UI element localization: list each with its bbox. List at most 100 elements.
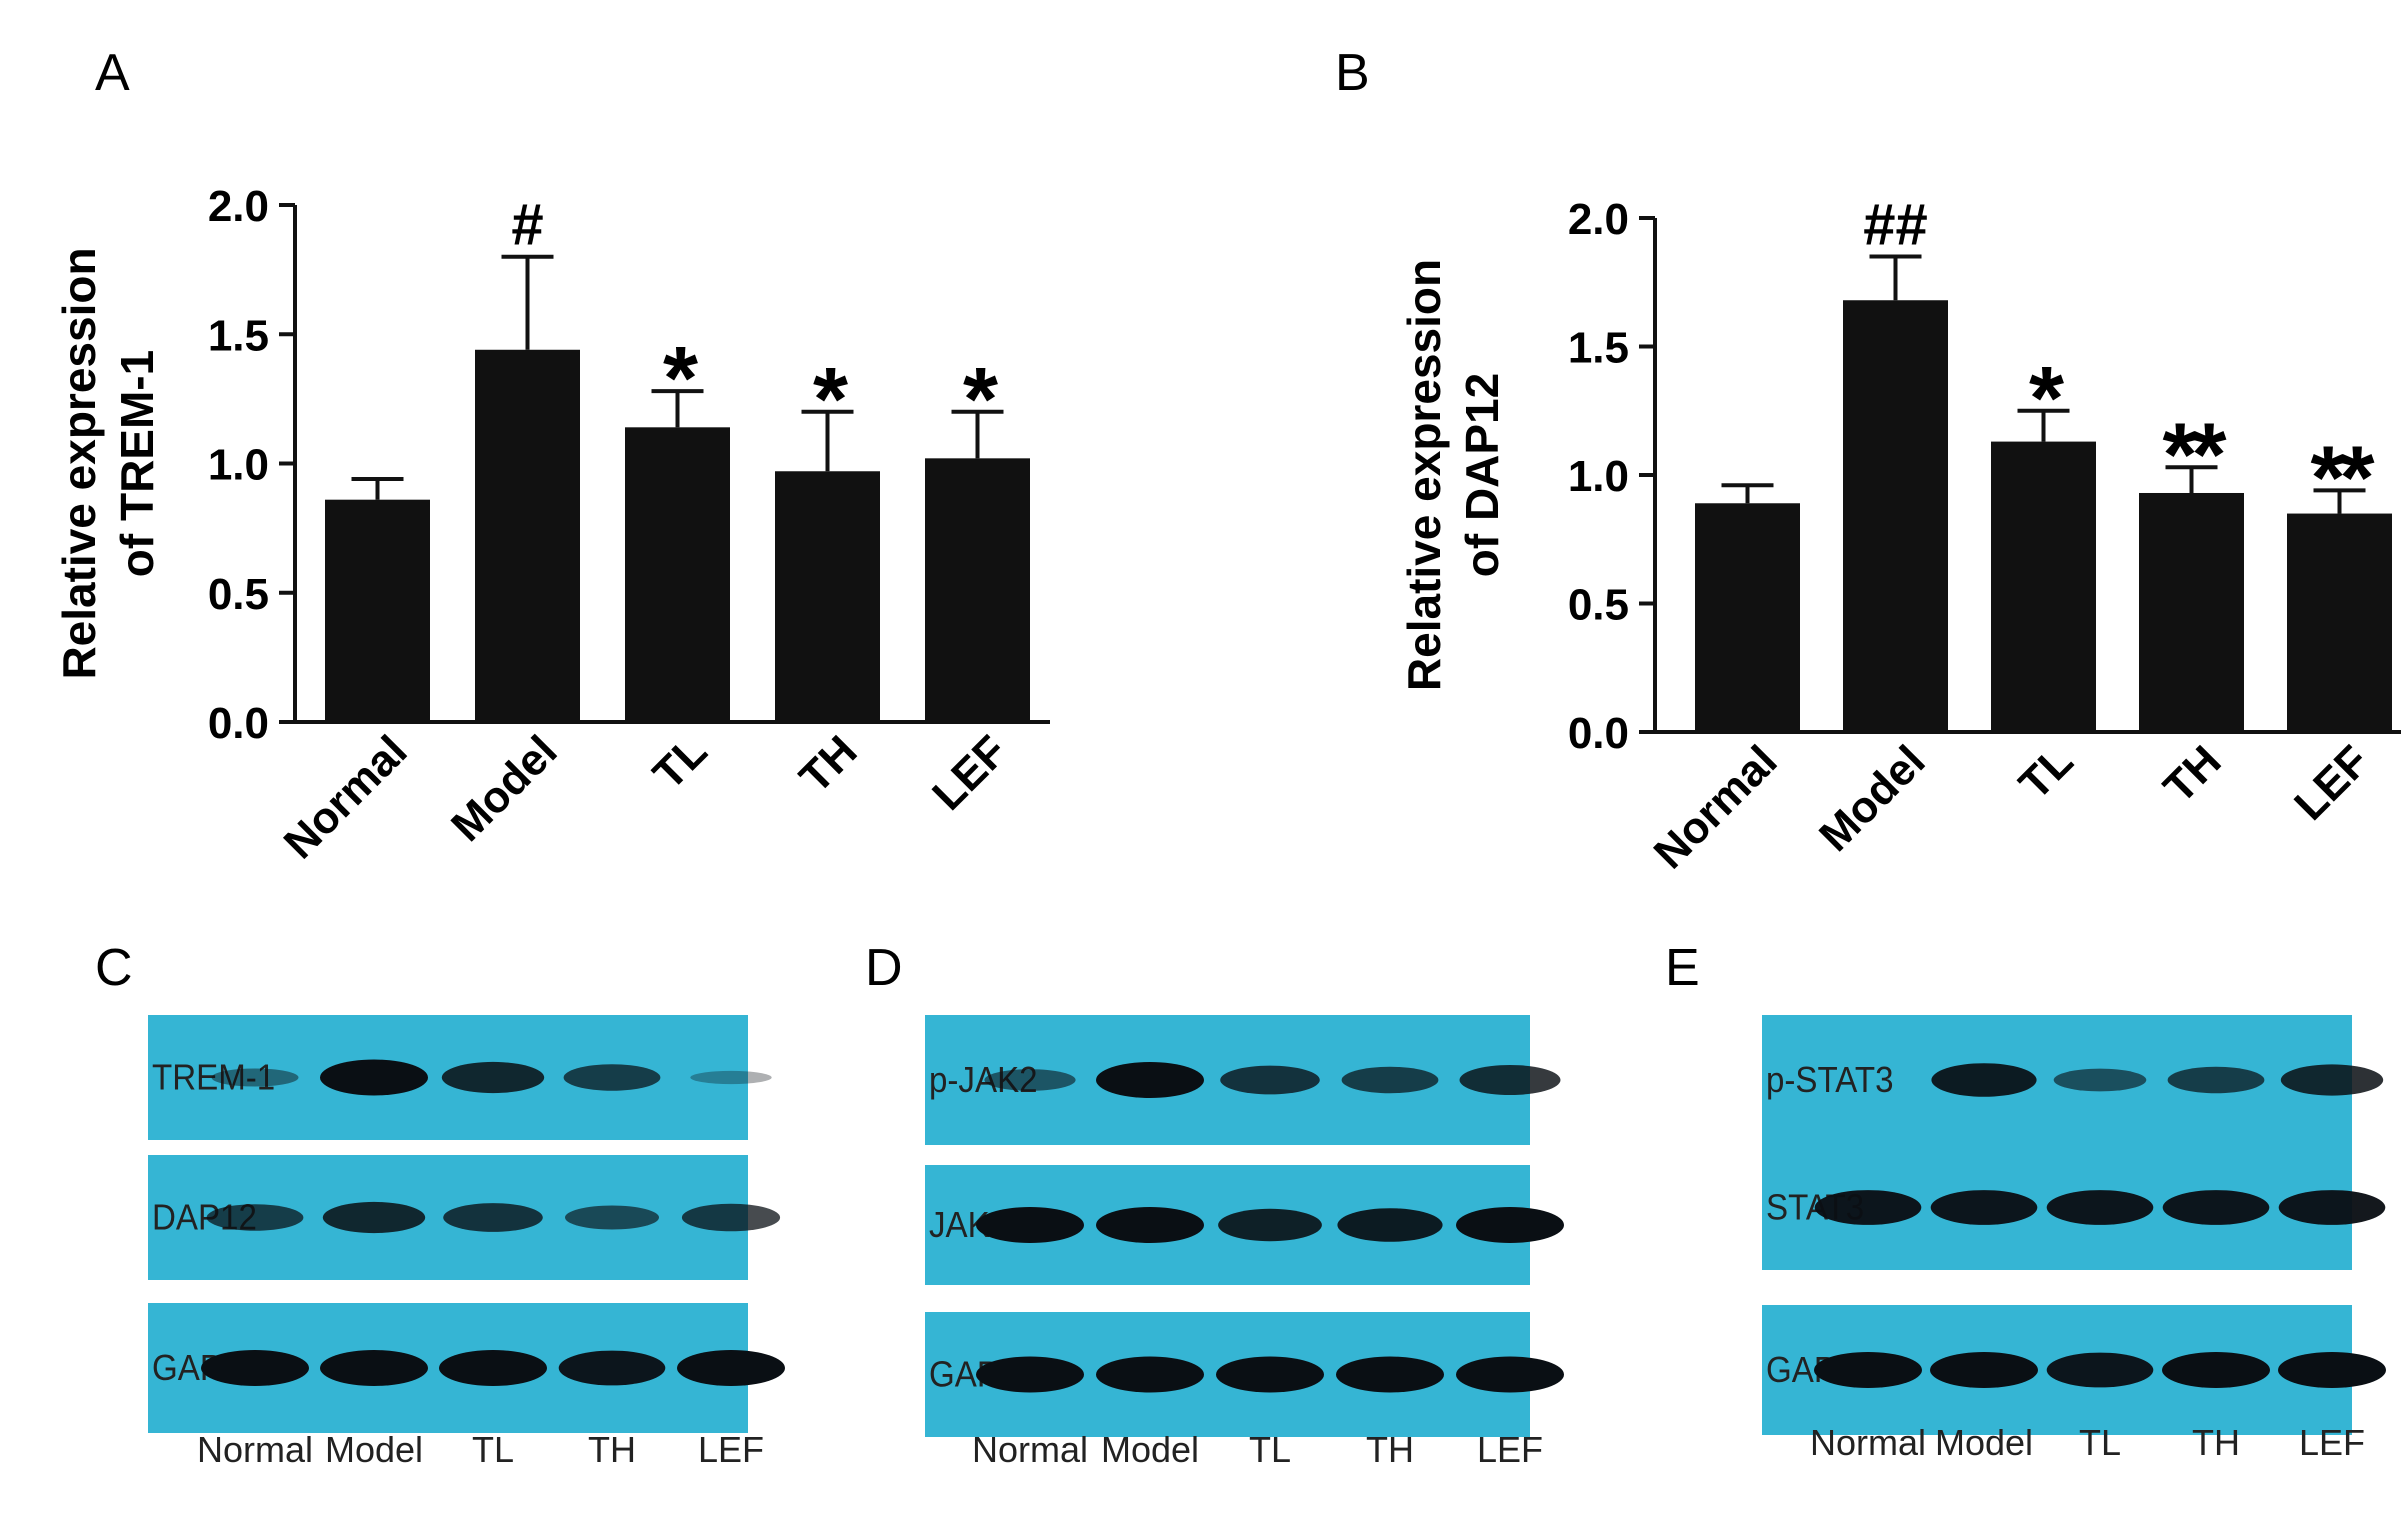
category-label: TH — [2154, 736, 2230, 812]
blot-band — [320, 1350, 428, 1386]
panel-label-b: B — [1335, 44, 1370, 102]
lane-label: Normal — [197, 1429, 313, 1470]
y-axis-label-line1: Relative expression — [1398, 259, 1450, 691]
y-tick-label: 1.5 — [208, 311, 269, 360]
y-axis-label-line1: Relative expression — [53, 247, 105, 679]
bar — [2287, 513, 2392, 732]
panel-label-d: D — [865, 939, 903, 997]
blot-row-label: p-STAT3 — [1766, 1061, 1894, 1101]
blot-band — [1341, 1066, 1439, 1094]
lane-label: TH — [1366, 1429, 1414, 1470]
category-label: TL — [644, 726, 717, 799]
blot-band — [206, 1204, 304, 1231]
blot-band — [2053, 1068, 2147, 1092]
blot-band — [1096, 1356, 1204, 1393]
significance-marker: # — [511, 193, 543, 258]
lane-label: TL — [472, 1429, 514, 1470]
lane-label: Model — [325, 1429, 423, 1470]
blot-band — [1096, 1062, 1204, 1098]
blot-band — [2280, 1064, 2384, 1096]
lane-label: Normal — [1810, 1422, 1926, 1463]
significance-marker: ** — [2310, 428, 2374, 528]
blot-band — [439, 1350, 547, 1386]
blot-band — [1930, 1352, 2038, 1388]
blot-band — [984, 1069, 1076, 1091]
lane-label: LEF — [2299, 1422, 2365, 1463]
blot-row-label: TREM-1 — [152, 1058, 275, 1098]
blot-band — [1456, 1356, 1564, 1393]
y-tick-label: 1.0 — [1568, 452, 1629, 501]
blot-band — [322, 1201, 426, 1234]
y-tick-label: 1.5 — [1568, 324, 1629, 373]
blot-band — [2162, 1190, 2270, 1225]
blot-band — [443, 1203, 543, 1232]
significance-marker: * — [2029, 349, 2064, 449]
bar — [325, 499, 430, 722]
y-tick-label: 0.0 — [1568, 709, 1629, 758]
y-tick-label: 0.5 — [1568, 581, 1629, 630]
blot-band — [1930, 1190, 2038, 1225]
lane-label: Normal — [972, 1429, 1088, 1470]
blot-band — [1096, 1207, 1204, 1243]
bar — [925, 458, 1030, 722]
bar — [1991, 441, 2096, 732]
lane-label: TH — [588, 1429, 636, 1470]
blot-band — [681, 1203, 781, 1232]
blot-band — [1337, 1208, 1443, 1242]
lane-label: LEF — [1477, 1429, 1543, 1470]
significance-marker: ** — [2162, 405, 2226, 505]
significance-marker: ## — [1863, 193, 1928, 258]
blot-band — [690, 1070, 772, 1085]
western-blot-c: TREM-1DAP12GAPDHNormalModelTLTHLEF — [148, 1015, 785, 1470]
blot-band — [677, 1350, 785, 1386]
lane-label: TL — [2079, 1422, 2121, 1463]
y-tick-label: 0.5 — [208, 570, 269, 619]
panel-label-e: E — [1665, 939, 1700, 997]
blot-band — [565, 1205, 659, 1230]
category-label: TH — [790, 726, 866, 802]
y-tick-label: 2.0 — [208, 182, 269, 231]
blot-band — [2278, 1352, 2386, 1388]
lane-label: TL — [1249, 1429, 1291, 1470]
blot-band — [976, 1207, 1084, 1243]
blot-band — [2162, 1352, 2270, 1388]
western-blot-e: p-STAT3STAT3GAPDHNormalModelTLTHLEF — [1762, 1015, 2386, 1463]
blot-band — [2046, 1352, 2154, 1388]
blot-band — [441, 1061, 545, 1094]
y-tick-label: 0.0 — [208, 699, 269, 748]
blot-band — [2278, 1190, 2386, 1225]
panel-label-c: C — [95, 939, 133, 997]
blot-band — [1220, 1065, 1320, 1095]
y-tick-label: 1.0 — [208, 441, 269, 490]
lane-label: TH — [2192, 1422, 2240, 1463]
lane-label: Model — [1101, 1429, 1199, 1470]
lane-label: LEF — [698, 1429, 764, 1470]
panel-label-a: A — [95, 44, 130, 102]
bar — [1843, 300, 1948, 732]
category-label: LEF — [2285, 736, 2378, 829]
bar — [1695, 503, 1800, 732]
blot-band — [320, 1059, 428, 1096]
category-label: Model — [1810, 736, 1935, 861]
blot-band — [1456, 1207, 1564, 1243]
blot-band — [1459, 1065, 1561, 1095]
category-label: Normal — [275, 726, 417, 868]
blot-band — [1814, 1352, 1922, 1388]
blot-band — [976, 1356, 1084, 1393]
significance-marker: * — [963, 350, 998, 450]
blot-band — [1336, 1356, 1444, 1393]
significance-marker: * — [663, 329, 698, 429]
y-axis-label-line2: of DAP12 — [1456, 373, 1508, 577]
category-label: LEF — [923, 726, 1016, 819]
blot-band — [1931, 1063, 2037, 1097]
y-axis-label-line2: of TREM-1 — [111, 350, 163, 577]
bar-chart-dap12: Relative expression of DAP12 0.0 0.5 1.0 1.5 2… — [1398, 193, 2401, 878]
blot-band — [1218, 1208, 1322, 1242]
bar — [775, 471, 880, 722]
category-label: Model — [442, 726, 567, 851]
blot-band — [558, 1350, 666, 1386]
significance-marker: * — [813, 350, 848, 450]
blot-band — [1216, 1356, 1324, 1393]
lane-label: Model — [1935, 1422, 2033, 1463]
blot-band — [201, 1350, 309, 1386]
